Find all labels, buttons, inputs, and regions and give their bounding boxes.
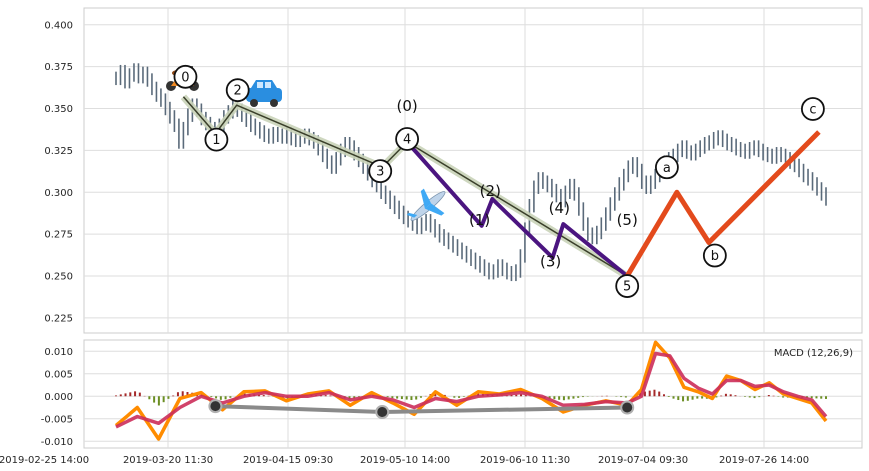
macd-y-tick: 0.010	[44, 347, 73, 358]
wave-label-sub: (0)	[396, 97, 417, 115]
wave-label-sub: (5)	[617, 211, 638, 229]
wave-label: 5	[623, 280, 631, 295]
wave-corrective-line	[625, 130, 821, 278]
price-y-tick: 0.225	[44, 313, 73, 324]
macd-divergence-point	[208, 399, 223, 414]
wave-primary-line	[182, 96, 628, 277]
price-y-axis: 0.400 0.375 0.350 0.325 0.300 0.275 0.250 0.225	[44, 20, 73, 324]
wave-label-circle	[702, 243, 727, 268]
x-tick-label: 2019-02-25 14:00	[0, 455, 89, 466]
wave-label-sub: (1)	[469, 211, 490, 229]
wave-label: b	[711, 249, 719, 264]
wave-label-circle	[395, 127, 420, 151]
wave-lines	[180, 94, 821, 279]
x-tick-label: 2019-07-04 09:30	[598, 455, 688, 466]
wave-label-sub: (3)	[540, 253, 561, 271]
wave-label: 4	[403, 133, 411, 148]
price-y-tick: 0.250	[44, 272, 73, 283]
wave-label-circle	[173, 64, 198, 89]
macd-signal-line	[115, 351, 828, 429]
wave-intermediate-line	[405, 140, 629, 278]
wave-label-circle	[655, 155, 679, 180]
price-y-tick: 0.400	[44, 20, 73, 31]
macd-y-tick: -0.005	[41, 414, 73, 425]
wave-label-sub: (2)	[480, 182, 501, 200]
macd-y-tick: 0.000	[44, 392, 73, 403]
wave-label-sub: (4)	[549, 199, 570, 217]
macd-y-tick: 0.005	[44, 369, 73, 380]
x-tick-label: 2019-03-20 11:30	[123, 455, 213, 466]
price-y-tick: 0.375	[44, 62, 73, 73]
macd-divergence-point	[375, 405, 390, 419]
wave-label-circle	[204, 127, 229, 152]
car-icon	[246, 80, 282, 107]
x-tick-label: 2019-06-10 11:30	[480, 455, 570, 466]
wave-label-circle	[801, 97, 825, 121]
wave-label-circle	[225, 78, 250, 103]
x-tick-label: 2019-05-10 14:00	[360, 455, 450, 466]
wave-label: 0	[181, 70, 189, 85]
macd-divergence-point	[620, 400, 635, 415]
price-y-tick: 0.275	[44, 230, 73, 241]
wave-label-circle	[615, 274, 640, 298]
wave-label-circle	[368, 159, 393, 184]
price-panel-frame	[83, 7, 863, 334]
price-y-tick: 0.300	[44, 188, 73, 199]
macd-y-tick: -0.010	[41, 437, 73, 448]
x-tick-label: 2019-04-15 09:30	[243, 455, 333, 466]
macd-y-axis: 0.010 0.005 0.000 -0.005 -0.010	[41, 347, 73, 448]
wave-label: 1	[212, 133, 220, 148]
airplane-icon	[406, 188, 446, 221]
wave-label: 3	[376, 165, 384, 180]
x-tick-label: 2019-07-26 14:00	[719, 455, 809, 466]
price-y-tick: 0.325	[44, 146, 73, 157]
wave-label: c	[809, 102, 816, 117]
macd-indicator-label: MACD (12,26,9)	[774, 348, 853, 359]
price-y-tick: 0.350	[44, 104, 73, 115]
x-axis: 2019-02-25 14:00 2019-03-20 11:30 2019-04-…	[0, 455, 809, 466]
wave-label: a	[663, 161, 671, 176]
wave-labels: 0 1 2 3 4 5 (0) (1) (2) (3) (4) (5) a b c	[173, 64, 825, 298]
wave-label: 2	[234, 84, 242, 99]
macd-lines	[114, 340, 828, 441]
